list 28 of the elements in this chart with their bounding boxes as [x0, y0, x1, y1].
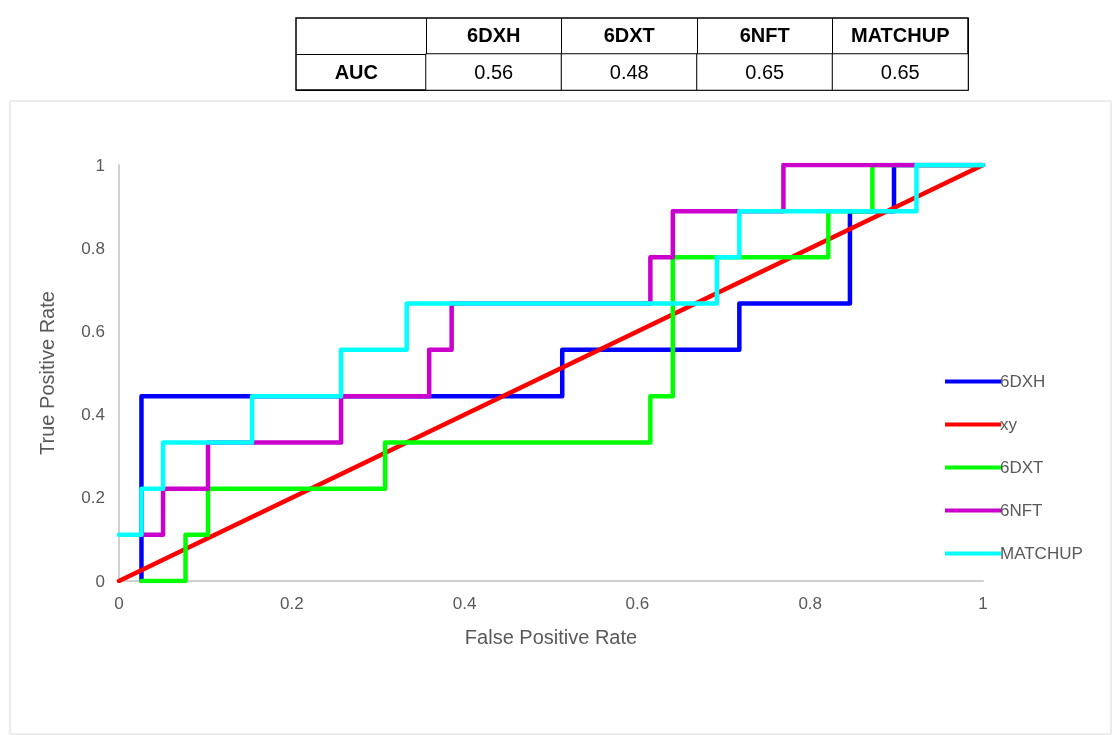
- x-tick-label: 6DXT: [603, 24, 655, 46]
- x-tick-label: MATCHUP: [850, 24, 950, 46]
- x-axis-title: False Positive Rate: [464, 626, 638, 648]
- y-tick-label: 0.2: [81, 488, 105, 508]
- x-tick-label: 0.2: [279, 594, 304, 613]
- y-tick-label: 0.6: [81, 321, 105, 341]
- x-tick-label: 0.4: [452, 594, 477, 613]
- x-tick-label: 0: [114, 594, 124, 613]
- y-tick-label: 1: [95, 155, 105, 175]
- x-tick-label: 1: [978, 594, 988, 613]
- x-tick-label: 6DXH: [467, 24, 521, 46]
- y-axis-title: True Positive Rate: [36, 291, 58, 455]
- legend-label: xy: [1000, 415, 1018, 434]
- data-label: 0.65: [880, 61, 920, 83]
- data-label: 0.56: [474, 61, 514, 83]
- x-tick-label: 0.6: [625, 594, 650, 613]
- legend-label: 6DXH: [1000, 372, 1046, 391]
- y-tick-label: 0.8: [81, 238, 105, 258]
- legend-label: 6DXT: [1000, 458, 1044, 477]
- data-label: 0.48: [609, 61, 649, 83]
- y-tick-label: 0: [95, 571, 105, 591]
- y-tick-label: AUC: [334, 61, 378, 83]
- data-label: 0.65: [745, 61, 785, 83]
- legend-label: MATCHUP: [1000, 544, 1083, 563]
- y-tick-label: 0.4: [81, 405, 105, 425]
- x-tick-label: 6NFT: [739, 24, 790, 46]
- legend-label: 6NFT: [1000, 501, 1043, 520]
- x-tick-label: 0.8: [798, 594, 823, 613]
